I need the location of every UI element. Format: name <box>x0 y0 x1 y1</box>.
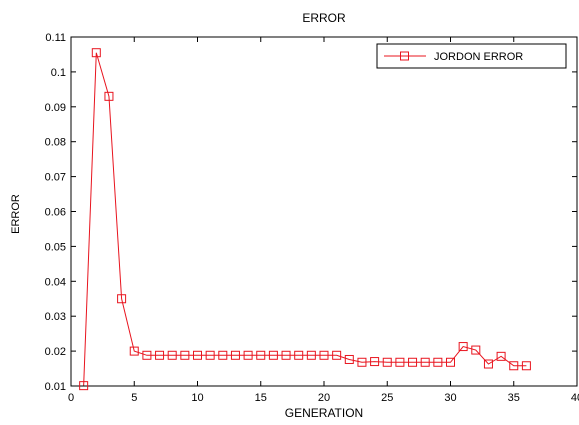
legend-label: JORDON ERROR <box>434 51 523 63</box>
data-point-marker <box>332 350 342 360</box>
legend-marker-square <box>400 51 409 61</box>
data-point-marker <box>104 91 114 101</box>
data-point-marker <box>281 350 291 360</box>
y-tick-label: 0.1 <box>51 67 66 79</box>
data-point-marker <box>395 357 405 367</box>
y-axis: 0.01 0.02 0.03 0.04 0.05 0.06 0.07 0.08 0.09 0.1 0… <box>45 32 577 393</box>
y-tick-label: 0.08 <box>45 137 66 149</box>
data-point-marker <box>319 350 329 360</box>
data-point-marker <box>509 361 519 371</box>
data-point-marker <box>155 350 165 360</box>
data-point-marker <box>243 350 253 360</box>
data-point-marker <box>294 350 304 360</box>
x-tick-label: 30 <box>444 392 456 404</box>
x-axis-label: GENERATION <box>285 406 363 420</box>
data-point-marker <box>230 350 240 360</box>
data-point-marker <box>433 357 443 367</box>
data-point-marker <box>357 357 367 367</box>
data-point-marker <box>129 346 139 356</box>
data-point-marker <box>218 350 228 360</box>
data-point-marker <box>420 357 430 367</box>
y-tick-label: 0.11 <box>45 32 66 44</box>
y-tick-label: 0.03 <box>45 311 66 323</box>
data-point-marker <box>79 381 89 391</box>
y-tick-label: 0.06 <box>45 207 66 219</box>
x-tick-label: 5 <box>131 392 137 404</box>
x-tick-label: 25 <box>381 392 393 404</box>
x-tick-label: 20 <box>318 392 330 404</box>
data-point-marker <box>471 345 481 355</box>
series-layer <box>79 48 531 391</box>
legend-box <box>376 43 567 69</box>
y-axis-label: ERROR <box>10 194 22 234</box>
data-point-marker <box>193 350 202 360</box>
x-tick-label: 0 <box>68 392 74 404</box>
data-point-marker <box>117 294 127 304</box>
x-tick-label: 10 <box>191 392 203 404</box>
data-point-marker <box>446 357 455 367</box>
y-tick-label: 0.01 <box>45 381 66 393</box>
x-tick-label: 35 <box>508 392 520 404</box>
data-point-marker <box>382 357 392 367</box>
x-tick-label: 40 <box>571 392 579 404</box>
data-point-marker <box>142 350 152 360</box>
data-point-marker <box>344 354 354 364</box>
data-point-marker <box>458 342 468 352</box>
chart-title: ERROR <box>302 11 346 25</box>
data-point-marker <box>408 357 418 367</box>
y-tick-label: 0.04 <box>45 276 66 288</box>
data-point-marker <box>167 350 177 360</box>
y-tick-label: 0.07 <box>45 172 66 184</box>
legend: JORDON ERROR <box>376 43 567 69</box>
data-point-marker <box>306 350 316 360</box>
data-point-marker <box>483 359 493 369</box>
x-axis: 0 5 10 15 20 25 30 35 40 <box>68 37 579 404</box>
data-point-marker <box>496 351 506 361</box>
plot-area-frame <box>70 36 578 387</box>
series-line <box>83 52 527 386</box>
data-point-marker <box>205 350 215 360</box>
data-point-marker <box>521 361 531 371</box>
data-point-marker <box>268 350 278 360</box>
data-point-marker <box>370 357 380 367</box>
data-point-marker <box>180 350 190 360</box>
data-point-marker <box>256 350 266 360</box>
y-tick-label: 0.02 <box>45 346 66 358</box>
y-tick-label: 0.09 <box>45 102 66 114</box>
data-point-marker <box>91 48 101 58</box>
y-tick-label: 0.05 <box>45 241 66 253</box>
x-tick-label: 15 <box>255 392 267 404</box>
